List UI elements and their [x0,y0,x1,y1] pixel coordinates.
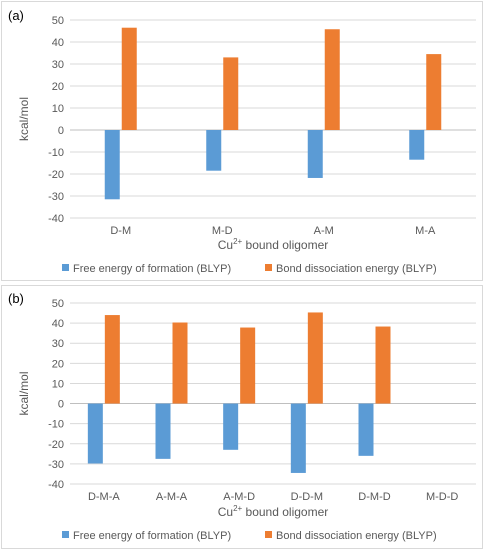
bond-dissociation-bar [223,57,239,130]
bond-dissociation-bar [104,315,120,404]
y-tick-label: -10 [48,419,64,431]
x-category-label: D-M-A [88,491,120,503]
y-tick-label: -20 [48,439,64,451]
y-tick-label: 40 [52,318,64,330]
free-energy-bar [155,403,171,459]
chart-b-svg: (b) -40 -30 -20 -10 0 10 20 30 40 50 kcal/mol D-M-A A… [8,291,476,542]
y-tick-label: 30 [52,59,64,71]
panel-label: (b) [8,291,24,306]
y-tick-label: 10 [52,378,64,390]
free-energy-bar [358,403,374,456]
y-tick-label: 20 [52,358,64,370]
legend-label: Bond dissociation energy (BLYP) [276,263,437,275]
y-tick-label: -40 [48,479,64,491]
bond-dissociation-legend-swatch [265,531,272,538]
panel-label: (a) [8,8,24,23]
y-tick-label: -30 [48,191,64,203]
x-category-label: D-M-D [358,491,390,503]
y-tick-label: 40 [52,37,64,49]
y-tick-label: -20 [48,169,64,181]
free-energy-bar [290,403,306,473]
chart-panel-b: (b) -40 -30 -20 -10 0 10 20 30 40 50 kcal/mol D-M-A A… [1,285,483,549]
bond-dissociation-bar [121,27,137,131]
x-category-label: A-M [314,225,334,237]
x-category-label: M-D [212,225,233,237]
x-category-label: A-M-D [223,491,255,503]
free-energy-bar [104,130,120,200]
bond-dissociation-legend-swatch [265,264,272,271]
y-tick-label: 0 [58,399,64,411]
free-energy-bar [87,403,103,464]
y-tick-label: 30 [52,338,64,350]
legend-label: Bond dissociation energy (BLYP) [276,530,437,542]
bond-dissociation-bar [426,54,442,130]
free-energy-bar [206,130,222,171]
free-energy-bar [223,403,239,450]
x-axis-title: Cu2+ bound oligomer [218,237,329,252]
y-tick-label: 0 [58,125,64,137]
legend-label: Free energy of formation (BLYP) [73,530,231,542]
x-axis-title: Cu2+ bound oligomer [218,504,329,519]
free-energy-legend-swatch [62,264,69,271]
x-category-label: M-A [415,225,436,237]
x-category-label: A-M-A [156,491,188,503]
free-energy-legend-swatch [62,531,69,538]
y-tick-label: 50 [52,15,64,27]
bond-dissociation-bar [172,322,188,404]
y-tick-label: -10 [48,147,64,159]
bond-dissociation-bar [324,29,340,131]
y-tick-label: 50 [52,298,64,310]
y-axis-title: kcal/mol [17,371,31,415]
chart-panel-a: (a) -40 -30 -20 -10 0 10 20 30 40 50 kcal/mol D-M M-D… [1,1,483,281]
legend-label: Free energy of formation (BLYP) [73,263,231,275]
x-category-label: D-M [110,225,131,237]
y-tick-label: -40 [48,213,64,225]
x-category-label: D-D-M [291,491,323,503]
bond-dissociation-bar [240,327,256,404]
bond-dissociation-bar [307,312,323,404]
bond-dissociation-bar [375,326,391,404]
x-category-label: M-D-D [426,491,458,503]
free-energy-bar [409,130,425,160]
y-axis-title: kcal/mol [17,97,31,141]
y-tick-label: -30 [48,459,64,471]
y-tick-label: 10 [52,103,64,115]
free-energy-bar [307,130,323,178]
y-tick-label: 20 [52,81,64,93]
chart-a-svg: (a) -40 -30 -20 -10 0 10 20 30 40 50 kcal/mol D-M M-D… [8,8,476,275]
